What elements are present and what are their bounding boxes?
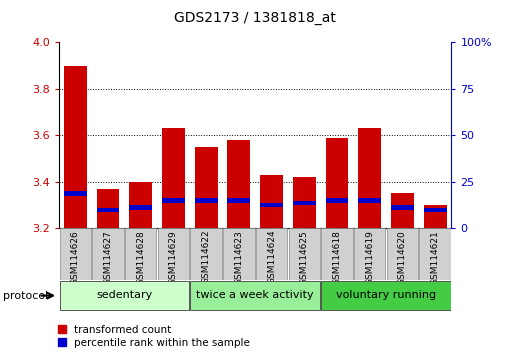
Bar [424,205,446,228]
Text: GSM114619: GSM114619 [365,230,374,285]
Text: GSM114621: GSM114621 [430,230,440,285]
Bar [227,140,250,228]
Bar [358,198,381,202]
Legend: transformed count, percentile rank within the sample: transformed count, percentile rank withi… [56,324,251,349]
Bar [256,228,287,280]
Text: GSM114620: GSM114620 [398,230,407,285]
Bar [162,198,185,202]
Text: GDS2173 / 1381818_at: GDS2173 / 1381818_at [174,11,336,25]
Text: GSM114625: GSM114625 [300,230,309,285]
Bar [227,198,250,202]
Bar [387,228,418,280]
Bar [64,66,87,228]
Bar [158,228,189,280]
Bar [190,228,222,280]
Text: GSM114626: GSM114626 [71,230,80,285]
Bar [358,129,381,228]
Bar [92,228,124,280]
Bar [223,228,254,280]
Bar [293,201,315,205]
Bar [326,198,348,202]
Bar [321,228,352,280]
Text: GSM114618: GSM114618 [332,230,342,285]
Bar [326,138,348,228]
Bar [321,281,451,310]
Text: voluntary running: voluntary running [336,290,436,300]
Text: GSM114624: GSM114624 [267,230,276,285]
Bar [129,205,152,210]
Text: protocol: protocol [3,291,48,301]
Bar [195,147,218,228]
Text: GSM114629: GSM114629 [169,230,178,285]
Text: GSM114628: GSM114628 [136,230,145,285]
Bar [125,228,156,280]
Text: GSM114627: GSM114627 [104,230,112,285]
Bar [260,203,283,207]
Bar [391,205,414,210]
Bar [424,208,446,212]
Bar [293,177,315,228]
Bar [162,129,185,228]
Text: sedentary: sedentary [96,290,152,300]
Text: twice a week activity: twice a week activity [196,290,314,300]
Bar [420,228,451,280]
Bar [260,175,283,228]
Bar [129,182,152,228]
Text: GSM114622: GSM114622 [202,230,211,285]
Bar [60,281,189,310]
Bar [64,192,87,195]
Bar [289,228,320,280]
Bar [354,228,385,280]
Text: GSM114623: GSM114623 [234,230,243,285]
Bar [96,189,120,228]
Bar [60,228,91,280]
Bar [195,198,218,202]
Bar [391,194,414,228]
Bar [96,208,120,212]
Bar [190,281,320,310]
